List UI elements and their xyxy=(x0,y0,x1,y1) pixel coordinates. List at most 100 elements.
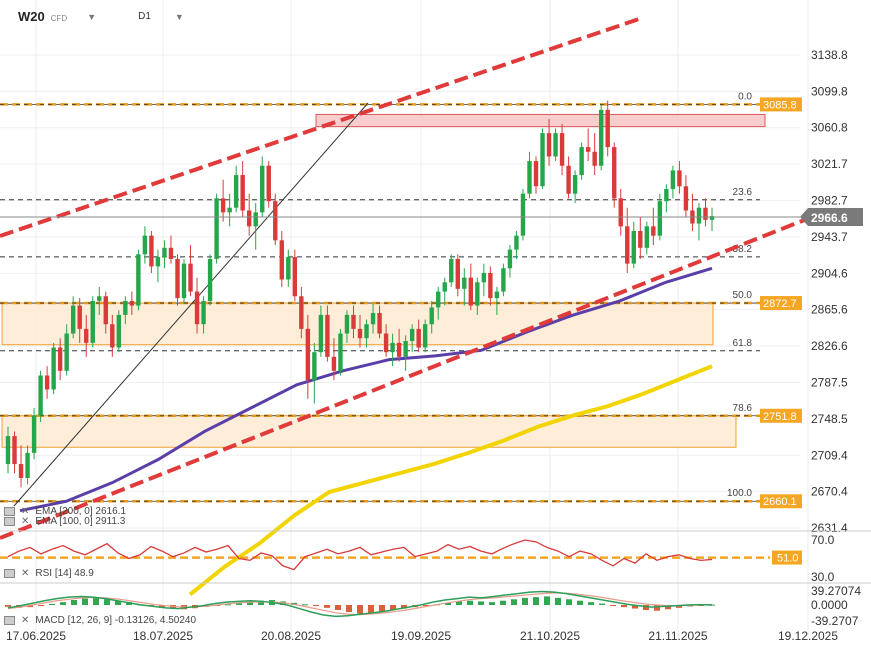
macd-histogram-bar xyxy=(555,597,561,605)
symbol-name[interactable]: W20 xyxy=(18,9,45,24)
indicator-icon xyxy=(4,616,15,625)
macd-histogram-bar xyxy=(500,600,506,605)
macd-histogram-bar xyxy=(225,604,231,606)
candle-body xyxy=(31,415,37,453)
trendline[interactable] xyxy=(13,102,369,507)
price-axis: 3138.8 3099.8 3060.8 3021.7 2982.7 2943.7 2904… xyxy=(811,48,848,535)
candle-body xyxy=(181,263,187,299)
time-tick-label: 19.09.2025 xyxy=(391,629,451,643)
macd-histogram-bar xyxy=(247,601,253,605)
legend-ema200[interactable]: ✕ EMA [200, 0] 2616.1 xyxy=(4,506,126,517)
rsi-line xyxy=(7,539,713,571)
candle-body xyxy=(670,170,676,190)
candle-body xyxy=(422,324,428,348)
price-tick-label: 2748.5 xyxy=(811,412,848,426)
close-icon[interactable]: ✕ xyxy=(21,506,30,517)
candle-body xyxy=(149,235,154,267)
candle-body xyxy=(214,198,219,259)
candle-body xyxy=(396,342,402,357)
candle-body xyxy=(38,375,43,416)
candle-body xyxy=(403,341,408,357)
macd-histogram-bar xyxy=(401,605,407,609)
candle-body xyxy=(462,277,467,289)
legend-ema100-label: EMA [100, 0] 2911.3 xyxy=(35,516,126,527)
channel-lower-line[interactable] xyxy=(0,215,813,540)
macd-histogram-bar xyxy=(467,600,473,605)
candles xyxy=(5,100,715,488)
macd-histogram-bar xyxy=(533,597,539,605)
candle-body xyxy=(103,296,108,325)
candle-body xyxy=(416,328,421,348)
candle-body xyxy=(136,254,141,306)
candle-body xyxy=(220,198,226,213)
chevron-down-icon[interactable]: ▼ xyxy=(87,11,97,22)
price-tick-label: 3138.8 xyxy=(811,48,848,62)
candle-body xyxy=(175,258,180,299)
candle-body xyxy=(612,147,617,199)
macd-histogram-bar xyxy=(335,605,341,610)
channel-upper-line[interactable] xyxy=(0,16,643,238)
candle-body xyxy=(25,452,30,479)
indicator-icon xyxy=(4,517,15,526)
candle-body xyxy=(12,436,17,465)
legend-macd[interactable]: ✕ MACD [12, 26, 9] -0.13126, 4.50240 xyxy=(4,615,196,626)
macd-tick-label: 39.27074 xyxy=(811,584,861,598)
candle-body xyxy=(703,207,708,220)
candle-body xyxy=(559,133,565,166)
price-tick-label: 2670.4 xyxy=(811,485,848,499)
macd-histogram-bar xyxy=(621,605,627,608)
candle-body xyxy=(18,464,24,479)
candle-body xyxy=(116,314,122,348)
close-icon[interactable]: ✕ xyxy=(21,615,30,626)
candle-body xyxy=(546,133,552,157)
close-icon[interactable]: ✕ xyxy=(21,568,30,579)
candle-body xyxy=(514,235,519,250)
candle-body xyxy=(644,226,650,248)
rsi-level-bg xyxy=(772,550,802,565)
macd-histogram-bar xyxy=(423,605,429,606)
macd-histogram-bar xyxy=(665,605,671,610)
time-tick-label: 20.08.2025 xyxy=(261,629,321,643)
macd-histogram-bar xyxy=(709,604,715,606)
candle-body xyxy=(246,210,252,227)
candle-body xyxy=(279,240,284,280)
macd-histogram-bar xyxy=(5,605,11,607)
macd-histogram-bar xyxy=(60,602,66,605)
close-icon[interactable]: ✕ xyxy=(21,516,30,527)
macd-histogram-bar xyxy=(38,605,44,606)
candle-body xyxy=(383,333,389,353)
time-tick-label: 21.10.2025 xyxy=(520,629,580,643)
price-tick-label: 2787.5 xyxy=(811,375,848,389)
macd-histogram-bar xyxy=(313,605,319,607)
macd-histogram-bar xyxy=(522,597,528,605)
rsi-tick-label: 30.0 xyxy=(811,570,835,584)
candle-body xyxy=(553,133,558,157)
macd-histogram-bar xyxy=(49,603,55,605)
legend-ema100[interactable]: ✕ EMA [100, 0] 2911.3 xyxy=(4,516,125,527)
candle-body xyxy=(455,258,460,289)
timeframe-selector[interactable]: D1 xyxy=(138,11,151,22)
macd-histogram-bar xyxy=(456,601,462,605)
macd-histogram-bar xyxy=(258,600,264,605)
candle-body xyxy=(696,207,702,224)
price-tick-label: 2865.6 xyxy=(811,303,848,317)
candle-body xyxy=(585,147,591,152)
chevron-down-icon[interactable]: ▼ xyxy=(174,11,184,22)
macd-histogram-bar xyxy=(27,605,33,608)
candle-body xyxy=(331,356,337,371)
candle-body xyxy=(162,247,167,258)
fib-label: 38.2 xyxy=(733,244,753,255)
candle-body xyxy=(638,231,643,248)
macd-histogram-bar xyxy=(445,602,451,605)
time-tick-label: 19.12.2025 xyxy=(778,629,838,643)
macd-histogram-bar xyxy=(643,605,649,610)
macd-histogram-bar xyxy=(236,603,242,605)
candle-body xyxy=(598,109,604,166)
legend-rsi[interactable]: ✕ RSI [14] 48.9 xyxy=(4,568,94,579)
candle-body xyxy=(618,198,623,227)
price-tick-label: 3060.8 xyxy=(811,121,848,135)
candle-body xyxy=(377,313,382,334)
candle-body xyxy=(338,333,343,371)
candle-body xyxy=(664,189,669,202)
candle-body xyxy=(90,300,95,343)
